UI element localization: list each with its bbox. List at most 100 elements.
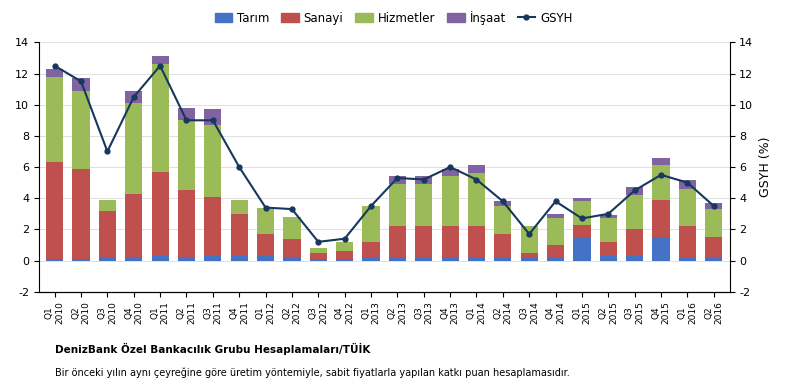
Bar (600, 215, 617, 218)
Bar (46, 162, 63, 259)
Bar (389, 184, 406, 226)
Bar (705, 237, 722, 257)
Bar (442, 168, 459, 176)
Bar (178, 108, 195, 120)
Bar (600, 256, 617, 261)
Bar (468, 226, 485, 257)
Bar (416, 176, 432, 184)
Bar (125, 193, 142, 257)
Bar (574, 198, 590, 201)
Bar (231, 200, 248, 214)
Bar (521, 253, 538, 257)
Bar (125, 91, 142, 103)
Bar (205, 197, 221, 256)
Bar (178, 190, 195, 257)
Bar (652, 158, 670, 165)
Bar (125, 103, 142, 193)
Bar (626, 229, 643, 256)
Bar (283, 239, 301, 257)
Bar (547, 257, 564, 261)
Bar (205, 110, 221, 125)
Bar (99, 257, 116, 261)
Bar (389, 226, 406, 257)
Bar (494, 201, 512, 206)
Bar (600, 218, 617, 242)
Bar (416, 226, 432, 257)
Bar (205, 125, 221, 197)
Bar (99, 200, 116, 211)
Bar (205, 256, 221, 261)
Text: DenizBank Özel Bankacılık Grubu Hesaplamaları/TÜİK: DenizBank Özel Bankacılık Grubu Hesaplam… (55, 343, 371, 355)
Bar (652, 165, 670, 200)
Bar (178, 120, 195, 190)
Bar (231, 256, 248, 261)
Bar (310, 259, 327, 261)
Bar (363, 257, 379, 261)
Bar (442, 226, 459, 257)
Bar (679, 189, 696, 226)
Bar (468, 165, 485, 173)
Bar (494, 206, 512, 234)
Bar (152, 64, 168, 172)
Bar (389, 176, 406, 184)
Bar (521, 226, 538, 253)
Bar (46, 69, 63, 77)
Bar (336, 242, 353, 251)
Bar (310, 248, 327, 253)
Bar (679, 226, 696, 257)
Bar (336, 259, 353, 261)
Legend: Tarım, Sanayi, Hizmetler, İnşaat, GSYH: Tarım, Sanayi, Hizmetler, İnşaat, GSYH (210, 6, 577, 29)
Bar (705, 203, 722, 209)
Bar (652, 200, 670, 237)
Bar (442, 176, 459, 226)
Bar (626, 195, 643, 229)
Bar (468, 257, 485, 261)
Bar (626, 256, 643, 261)
Bar (363, 206, 379, 242)
Bar (257, 234, 274, 256)
Bar (574, 237, 590, 261)
Bar (283, 217, 301, 239)
Bar (442, 257, 459, 261)
Bar (574, 225, 590, 237)
Bar (468, 173, 485, 226)
Bar (257, 207, 274, 234)
Bar (626, 187, 643, 195)
Bar (547, 245, 564, 257)
Bar (547, 218, 564, 245)
Bar (152, 172, 168, 256)
Bar (99, 211, 116, 257)
Bar (46, 77, 63, 162)
Bar (72, 91, 90, 168)
Bar (336, 251, 353, 259)
Bar (652, 237, 670, 261)
Bar (521, 257, 538, 261)
Bar (72, 78, 90, 91)
Y-axis label: GSYH (%): GSYH (%) (759, 137, 772, 197)
Bar (494, 257, 512, 261)
Bar (679, 179, 696, 189)
Bar (152, 57, 168, 64)
Bar (178, 257, 195, 261)
Bar (363, 242, 379, 257)
Bar (46, 259, 63, 261)
Bar (283, 257, 301, 261)
Bar (72, 259, 90, 261)
Bar (152, 256, 168, 261)
Bar (231, 214, 248, 256)
Bar (705, 209, 722, 237)
Bar (679, 257, 696, 261)
Bar (310, 253, 327, 259)
Bar (72, 168, 90, 259)
Bar (257, 256, 274, 261)
Bar (705, 257, 722, 261)
Text: Bir önceki yılın aynı çeyreğine göre üretim yöntemiyle, sabit fiyatlarla yapılan: Bir önceki yılın aynı çeyreğine göre üre… (55, 368, 570, 378)
Bar (416, 257, 432, 261)
Bar (125, 257, 142, 261)
Bar (416, 184, 432, 226)
Bar (600, 242, 617, 256)
Bar (574, 201, 590, 225)
Bar (547, 214, 564, 218)
Bar (494, 234, 512, 257)
Bar (389, 257, 406, 261)
